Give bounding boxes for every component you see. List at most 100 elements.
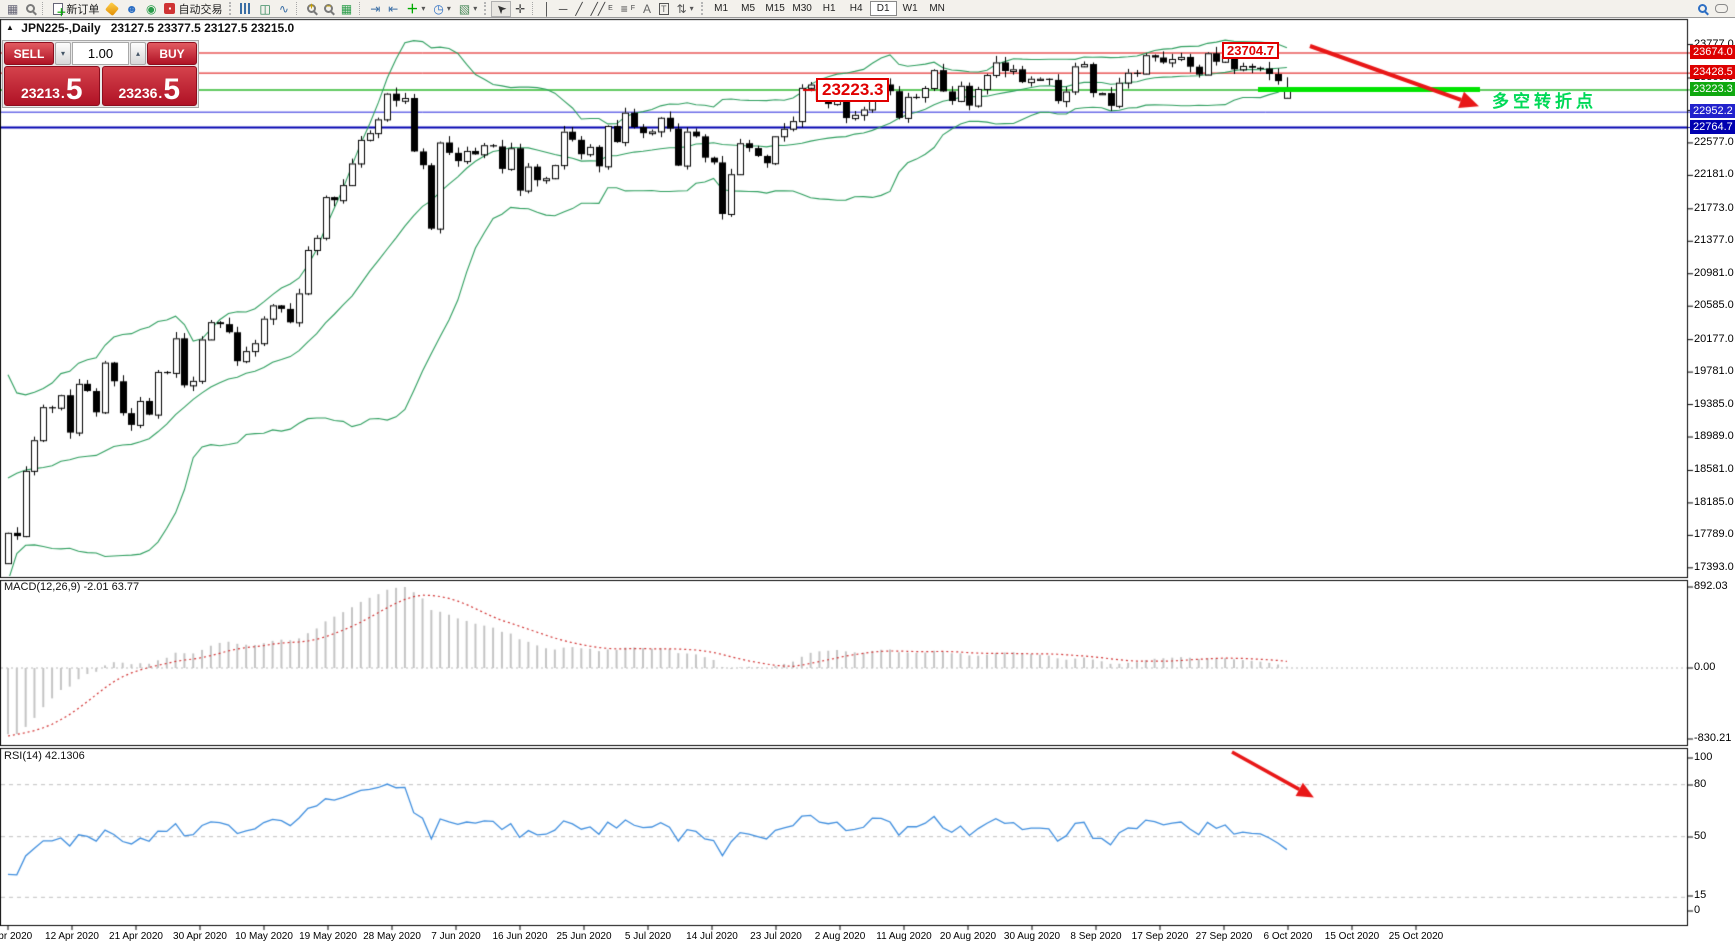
arrows-tool[interactable]: ⇅ ▾	[673, 1, 698, 17]
vertical-line-tool[interactable]: │	[539, 1, 555, 17]
arrows-icon: ⇅	[676, 1, 687, 16]
timeframe-m15[interactable]: M15	[765, 3, 785, 14]
chart-shift-button[interactable]: ⇤	[384, 1, 402, 17]
separator	[700, 2, 705, 15]
text-tool[interactable]: A	[639, 1, 655, 17]
zoom-out-icon: −	[323, 1, 333, 13]
separator	[229, 2, 233, 15]
profile-search-icon	[26, 4, 36, 13]
ohlc-values: 23127.5 23377.5 23127.5 23215.0	[110, 21, 295, 35]
add-indicator-icon: ＋	[406, 1, 419, 16]
sell-price-big-digit: 5	[65, 73, 83, 106]
crayon-icon	[105, 1, 120, 16]
timeframe-h4[interactable]: H4	[849, 3, 863, 14]
volume-input[interactable]: 1.00	[72, 42, 129, 65]
period-button[interactable]: ◷ ▾	[429, 1, 455, 17]
chat-icon	[1715, 4, 1728, 13]
chart-title: ▲ JPN225-,Daily 23127.5 23377.5 23127.5 …	[6, 21, 294, 35]
cursor-icon: ➤	[492, 0, 510, 18]
buy-button[interactable]: BUY	[147, 42, 197, 65]
macd-label: MACD(12,26,9) -2.01 63.77	[4, 581, 140, 593]
timeframe-mn[interactable]: MN	[929, 3, 945, 14]
tile-windows-icon: ▦	[340, 1, 353, 16]
buy-price-button[interactable]: 23236. 5	[101, 66, 197, 106]
one-click-trading-panel: SELL ▾ 1.00 ▴ BUY 23213. 5 23236. 5	[2, 40, 199, 108]
chart-shift-icon: ⇤	[388, 1, 399, 16]
timeframe-m5[interactable]: M5	[741, 3, 756, 14]
text-label-icon: T	[659, 2, 669, 15]
buy-price-dot: .	[158, 85, 163, 101]
volume-increase-button[interactable]: ▴	[130, 42, 146, 65]
template-icon: ▧	[458, 1, 471, 16]
clock-icon: ◷	[433, 1, 444, 16]
separator	[295, 2, 300, 15]
rsi-label: RSI(14) 42.1306	[4, 750, 85, 762]
timeframe-m1[interactable]: M1	[714, 3, 729, 14]
signals-button[interactable]: ◉	[142, 1, 160, 17]
turning-point-annotation[interactable]: 多空转折点	[1492, 92, 1597, 111]
sell-price-button[interactable]: 23213. 5	[4, 66, 100, 106]
zoom-in-icon: +	[306, 1, 316, 13]
trendline-icon: ╱	[575, 1, 583, 16]
chevron-down-icon: ▾	[473, 3, 478, 13]
trendline-tool[interactable]: ╱	[571, 1, 586, 17]
bar-chart-button[interactable]	[236, 1, 255, 17]
buy-price-main: 23236	[118, 85, 158, 101]
peak-price-annotation[interactable]: 23704.7	[1222, 42, 1279, 59]
channel-icon: ╱╱	[590, 1, 606, 16]
separator	[484, 2, 488, 15]
channel-tool[interactable]: ╱╱ E	[590, 1, 613, 16]
timeframe-m30[interactable]: M30	[792, 3, 812, 14]
horizontal-line-icon: ─	[558, 1, 568, 16]
vertical-line-icon: │	[543, 1, 551, 16]
new-order-label: 新订单	[66, 3, 100, 16]
timeframe-switcher: M1 M5 M15 M30 H1 H4 D1 W1 MN	[708, 1, 951, 16]
crosshair-tool[interactable]: ✛	[511, 1, 529, 17]
timeframe-d1[interactable]: D1	[869, 1, 897, 16]
tile-windows-button[interactable]: ▦	[337, 1, 356, 17]
text-icon: A	[643, 1, 652, 16]
main-toolbar: ▦ ＋ 新订单 ☻ ◉ ▪ 自动交易 ◫ ∿ + − ▦ ⇥ ⇤ ＋ ▾ ◷ ▾ ▧…	[0, 0, 1735, 18]
search-icon	[1698, 4, 1707, 13]
timeframe-h1[interactable]: H1	[822, 3, 836, 14]
new-order-icon: ＋	[53, 2, 66, 18]
auto-scroll-button[interactable]: ⇥	[366, 1, 384, 17]
line-chart-button[interactable]: ∿	[275, 1, 293, 17]
symbol-period-label: JPN225-,Daily	[21, 21, 101, 35]
collapse-icon[interactable]: ▲	[6, 23, 14, 32]
separator	[359, 2, 363, 15]
fibonacci-icon: ≡	[620, 1, 628, 16]
template-button[interactable]: ▧ ▾	[455, 1, 481, 17]
new-order-button[interactable]: ＋ 新订单	[49, 1, 103, 18]
buy-price-big-digit: 5	[163, 73, 180, 106]
label-tool[interactable]: T	[655, 1, 673, 17]
community-button[interactable]: ☻	[121, 1, 142, 17]
timeframe-w1[interactable]: W1	[902, 3, 918, 14]
sell-price-main: 23213	[20, 85, 60, 101]
indicators-button[interactable]: ＋ ▾	[402, 1, 429, 17]
chat-button[interactable]	[1711, 1, 1732, 17]
chevron-down-icon: ▾	[421, 3, 426, 13]
auto-scroll-icon: ⇥	[370, 1, 381, 16]
volume-decrease-button[interactable]: ▾	[55, 42, 71, 65]
sell-button[interactable]: SELL	[4, 42, 54, 65]
horizontal-line-tool[interactable]: ─	[555, 1, 572, 17]
window-list-button[interactable]: ▦	[3, 1, 22, 17]
zoom-in-button[interactable]: +	[303, 1, 320, 17]
fibonacci-tool[interactable]: ≡ F	[620, 1, 636, 16]
candlestick-button[interactable]: ◫	[255, 1, 274, 17]
cursor-tool[interactable]: ➤	[491, 0, 512, 18]
alerts-button[interactable]	[103, 1, 121, 17]
chevron-down-icon: ▾	[689, 3, 694, 13]
support-price-annotation[interactable]: 23223.3	[816, 78, 890, 102]
autotrading-button[interactable]: ▪ 自动交易	[160, 1, 226, 17]
profile-search-button[interactable]	[22, 1, 39, 17]
crosshair-icon: ✛	[515, 1, 526, 16]
sell-price-dot: .	[60, 85, 65, 101]
zoom-out-button[interactable]: −	[320, 1, 337, 17]
candlestick-icon: ◫	[259, 1, 271, 16]
search-button[interactable]	[1694, 1, 1711, 17]
separator	[532, 2, 536, 15]
chevron-down-icon: ▾	[446, 3, 451, 13]
